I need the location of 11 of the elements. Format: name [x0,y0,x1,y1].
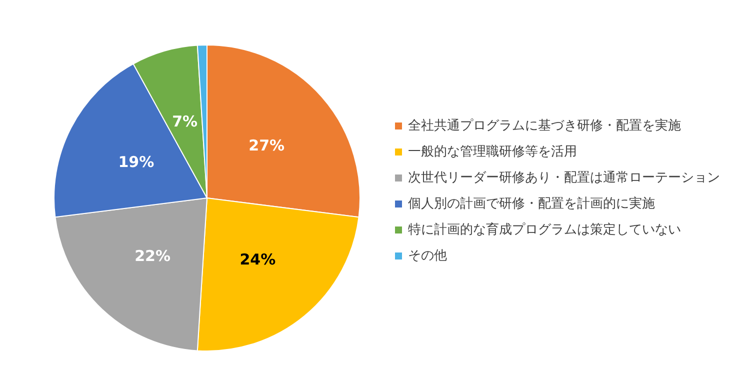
data-label: 24% [240,250,276,268]
data-label: 7% [172,112,198,131]
legend-label: 特に計画的な育成プログラムは策定していない [408,222,681,238]
legend-label: その他 [408,248,447,264]
data-label: 22% [134,246,171,265]
legend-label: 次世代リーダー研修あり・配置は通常ローテーション [408,170,720,186]
legend-label: 個人別の計画で研修・配置を計画的に実施 [408,196,655,212]
legend-label: 全社共通プログラムに基づき研修・配置を実施 [408,118,681,134]
legend-label: 一般的な管理職研修等を活用 [408,144,577,160]
data-label: 27% [248,136,285,154]
data-label: 19% [118,152,154,171]
